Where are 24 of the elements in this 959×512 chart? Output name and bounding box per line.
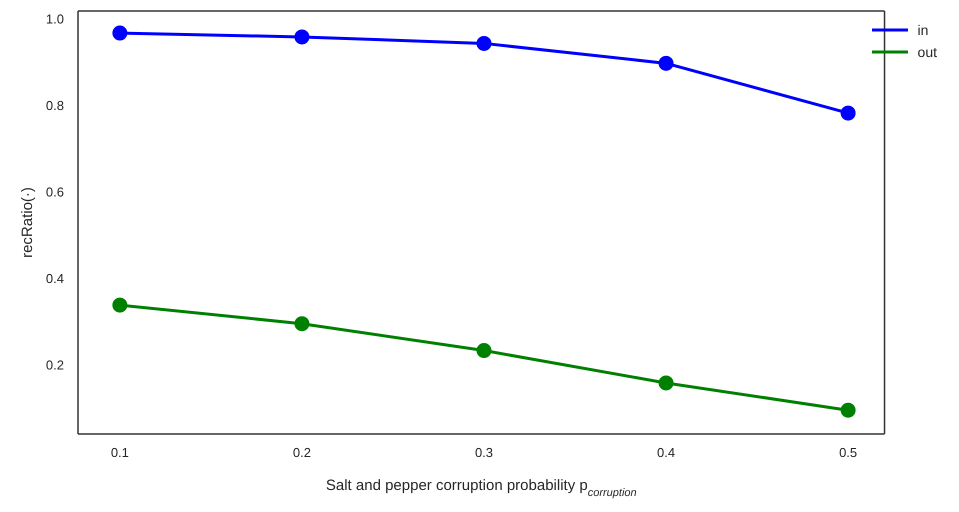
legend-label: out	[918, 44, 937, 60]
point	[294, 29, 310, 44]
x-tick-label: 0.5	[839, 445, 858, 460]
point	[294, 316, 310, 332]
y-tick-label: 0.8	[46, 98, 64, 113]
y-tick-label: 0.6	[46, 184, 64, 200]
x-tick-label: 0.4	[657, 445, 676, 460]
x-tick-label: 0.2	[292, 445, 311, 460]
point	[112, 298, 128, 313]
y-tick-label: 0.4	[46, 270, 64, 286]
point	[658, 56, 674, 71]
x-tick-label: 0.3	[474, 445, 494, 460]
point	[476, 36, 492, 51]
point	[658, 375, 674, 390]
y-tick-label: 0.2	[46, 357, 64, 372]
legend-label: in	[918, 22, 928, 38]
point	[112, 26, 128, 41]
x-axis-title: Salt and pepper corruption probability p$_{corruption}$	[326, 477, 637, 499]
y-tick-label: 1.0	[46, 11, 64, 26]
y-axis-title: recRatio(·)	[19, 187, 36, 258]
point	[840, 402, 856, 418]
point	[476, 343, 492, 358]
point	[840, 106, 856, 121]
x-tick-label: 0.1	[110, 445, 129, 460]
